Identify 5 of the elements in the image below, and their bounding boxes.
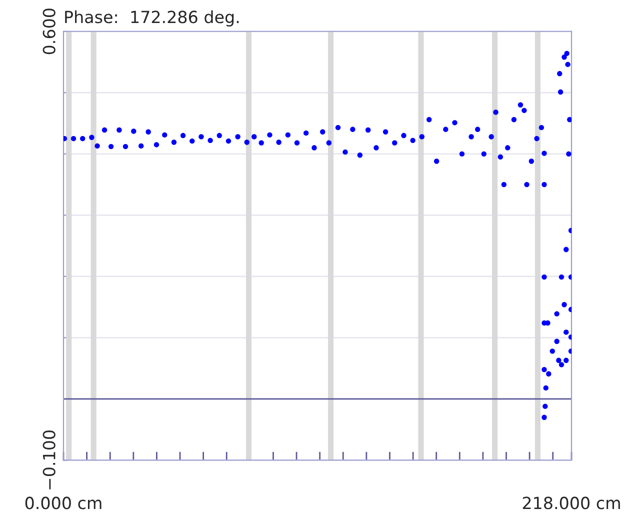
x-tick-label: 0.000 cm [25, 496, 102, 510]
chart-title: Phase: 172.286 deg. [65, 10, 239, 27]
y-tick-label: 0.600 [42, 8, 56, 54]
x-tick-label: 218.000 cm [522, 496, 620, 510]
y-tick-label: −0.100 [42, 430, 56, 490]
